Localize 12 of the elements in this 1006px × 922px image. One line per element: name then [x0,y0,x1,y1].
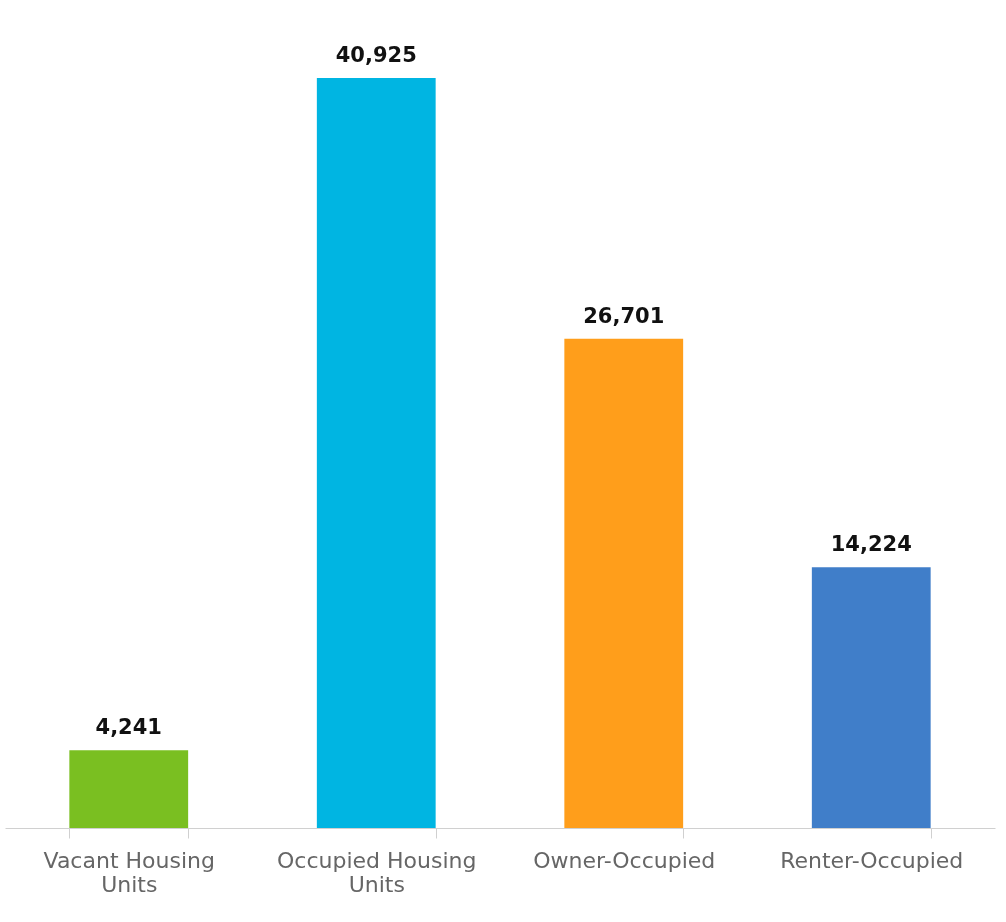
data-label: 26,701 [583,303,665,328]
data-label: 4,241 [95,715,162,740]
bar [564,338,684,828]
bar [811,567,931,828]
x-tick-label: Occupied Housing Units [277,847,477,897]
bar [69,750,189,828]
x-tick-label: Renter-Occupied [780,847,964,873]
x-tick-label: Owner-Occupied [533,847,716,873]
x-tick-label: Vacant Housing Units [43,847,215,897]
data-label: 40,925 [335,43,417,67]
data-label: 14,224 [830,532,912,557]
bar [316,78,436,828]
